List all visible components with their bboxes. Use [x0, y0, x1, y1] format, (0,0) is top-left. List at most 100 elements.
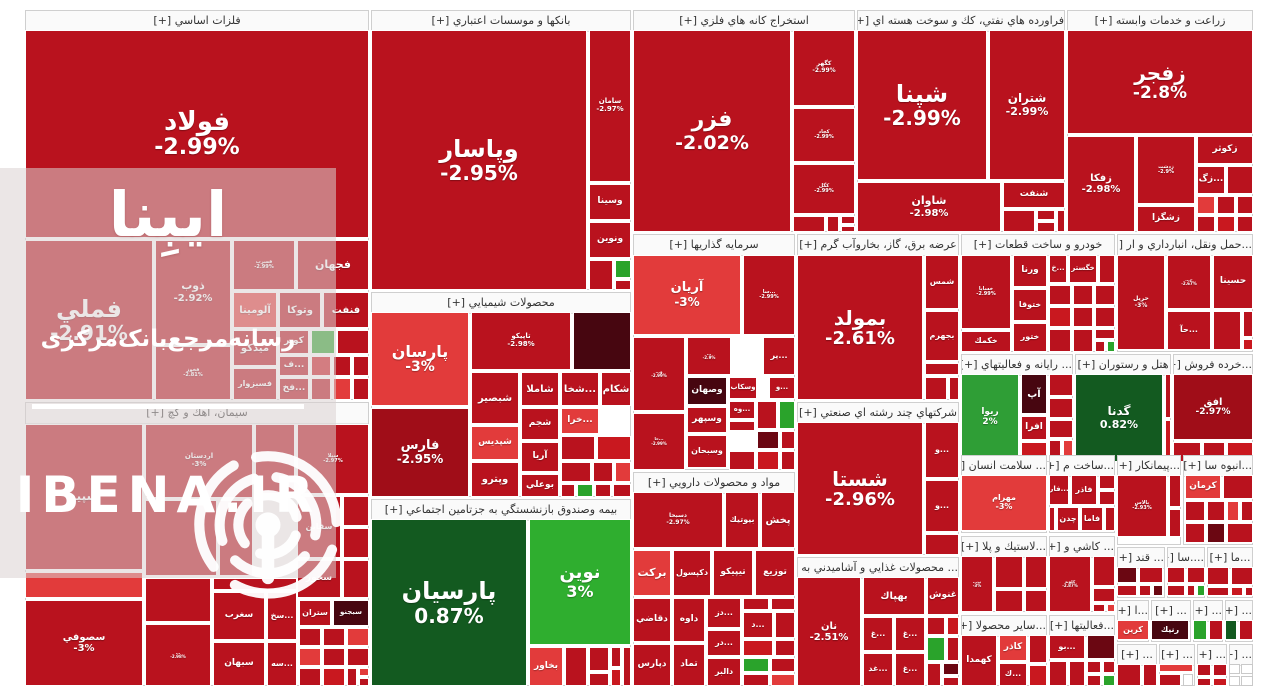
- sector-header[interactable]: فلزات اساسي [+]: [26, 11, 368, 32]
- stock-tile[interactable]: [925, 363, 959, 375]
- stock-tile[interactable]: خكمك: [961, 331, 1011, 352]
- stock-tile[interactable]: ...شخا: [561, 372, 599, 406]
- stock-tile[interactable]: سامان -2.97%: [589, 30, 631, 182]
- stock-tile[interactable]: ميدكو: [233, 330, 277, 366]
- stock-tile[interactable]: [995, 556, 1023, 588]
- stock-tile[interactable]: [1095, 329, 1115, 339]
- stock-tile[interactable]: فملي -2.91%: [25, 240, 153, 400]
- sector-header[interactable]: ...ا [+]: [1118, 601, 1148, 622]
- stock-tile[interactable]: [771, 674, 795, 686]
- sector-header[interactable]: ...پيمانكار [+]: [1118, 456, 1180, 477]
- stock-tile[interactable]: [343, 496, 369, 526]
- stock-tile[interactable]: ...غ: [895, 617, 925, 651]
- stock-tile[interactable]: [1209, 620, 1223, 640]
- stock-tile[interactable]: ...بو: [1049, 635, 1085, 659]
- stock-tile[interactable]: سخوز: [297, 560, 341, 598]
- stock-tile[interactable]: [615, 280, 631, 290]
- stock-tile[interactable]: [771, 598, 795, 610]
- sector-header[interactable]: ... [+]: [1118, 645, 1156, 666]
- stock-tile[interactable]: [1087, 675, 1101, 686]
- stock-tile[interactable]: [781, 431, 795, 449]
- stock-tile[interactable]: [1025, 556, 1047, 588]
- stock-tile[interactable]: [743, 598, 769, 610]
- stock-tile[interactable]: [323, 668, 345, 686]
- stock-tile[interactable]: [1049, 507, 1055, 531]
- stock-tile[interactable]: ...دز: [707, 598, 741, 628]
- stock-tile[interactable]: چدن: [1057, 507, 1079, 531]
- stock-tile[interactable]: ...خا -2.99%: [633, 413, 685, 470]
- stock-tile[interactable]: پارسيان 0.87%: [371, 519, 527, 686]
- sector-header[interactable]: ....سا [+]: [1168, 548, 1204, 569]
- stock-tile[interactable]: [1025, 590, 1047, 612]
- stock-tile[interactable]: [1073, 285, 1093, 305]
- stock-tile[interactable]: [311, 330, 335, 354]
- stock-tile[interactable]: [1049, 307, 1071, 327]
- stock-tile[interactable]: [1237, 196, 1253, 214]
- stock-tile[interactable]: بوعلي: [521, 474, 559, 497]
- sector-header[interactable]: ... كاشي و [+]: [1050, 537, 1114, 558]
- stock-tile[interactable]: [213, 578, 297, 590]
- stock-tile[interactable]: [1095, 307, 1115, 327]
- stock-tile[interactable]: فجهان: [297, 240, 369, 290]
- stock-tile[interactable]: [1167, 585, 1185, 596]
- sector-header[interactable]: استخراج كانه هاي فلزي [+]: [634, 11, 854, 32]
- stock-tile[interactable]: [1117, 585, 1137, 596]
- stock-tile[interactable]: [729, 421, 755, 431]
- stock-tile[interactable]: [1003, 210, 1035, 232]
- stock-tile[interactable]: [1231, 567, 1253, 585]
- stock-tile[interactable]: شستا -2.96%: [797, 422, 923, 555]
- stock-tile[interactable]: ...و: [925, 422, 959, 478]
- stock-tile[interactable]: ...د: [743, 612, 773, 638]
- stock-tile[interactable]: [1165, 374, 1171, 418]
- stock-tile[interactable]: [1239, 620, 1253, 640]
- stock-tile[interactable]: پارسان -3%: [371, 312, 469, 406]
- stock-tile[interactable]: ... -2.9%: [687, 337, 731, 375]
- stock-tile[interactable]: [589, 647, 609, 671]
- stock-tile[interactable]: كچاد -2.99%: [793, 108, 855, 162]
- stock-tile[interactable]: [1095, 341, 1105, 352]
- sector-header[interactable]: ... [+]: [1194, 601, 1222, 622]
- sector-header[interactable]: ...انبوه سا [+]: [1184, 456, 1252, 477]
- sector-header[interactable]: ...لاستيك و پلا [+]: [962, 537, 1046, 558]
- stock-tile[interactable]: [597, 436, 631, 460]
- stock-tile[interactable]: ...زگ: [1197, 166, 1225, 194]
- stock-tile[interactable]: ...ك: [999, 663, 1027, 686]
- stock-tile[interactable]: [615, 462, 631, 482]
- stock-tile[interactable]: شاملا: [521, 372, 559, 406]
- stock-tile[interactable]: [1153, 585, 1163, 596]
- stock-tile[interactable]: [1225, 620, 1237, 640]
- stock-tile[interactable]: فولاد -2.99%: [25, 30, 369, 238]
- sector-header[interactable]: ...ساخت م [+]: [1050, 456, 1114, 477]
- stock-tile[interactable]: فنفت: [323, 292, 369, 328]
- sector-header[interactable]: محصولات شيميايي [+]: [372, 293, 630, 314]
- stock-tile[interactable]: زفجر -2.8%: [1067, 30, 1253, 134]
- stock-tile[interactable]: [353, 378, 369, 400]
- sector-header[interactable]: زراعت و خدمات وابسته [+]: [1068, 11, 1252, 32]
- stock-tile[interactable]: ونوين: [589, 222, 631, 258]
- sector-header[interactable]: ...فعاليتها [+]: [1050, 616, 1114, 637]
- stock-tile[interactable]: [1243, 311, 1253, 337]
- stock-tile[interactable]: آريا: [521, 442, 559, 472]
- stock-tile[interactable]: [1049, 661, 1067, 686]
- stock-tile[interactable]: [323, 628, 345, 646]
- stock-tile[interactable]: [1139, 585, 1151, 596]
- sector-header[interactable]: بانكها و موسسات اعتباري [+]: [372, 11, 630, 32]
- stock-tile[interactable]: زشگزا: [1137, 206, 1195, 232]
- stock-tile[interactable]: [311, 356, 331, 376]
- stock-tile[interactable]: [1073, 329, 1093, 352]
- stock-tile[interactable]: ... -2.98%: [145, 624, 211, 686]
- stock-tile[interactable]: بجهرم: [925, 311, 959, 361]
- stock-tile[interactable]: [1049, 420, 1073, 438]
- stock-tile[interactable]: افق -2.97%: [1173, 374, 1253, 440]
- stock-tile[interactable]: [347, 628, 369, 646]
- stock-tile[interactable]: [1187, 585, 1195, 596]
- stock-tile[interactable]: زكوثر: [1197, 136, 1253, 164]
- stock-tile[interactable]: [611, 669, 621, 686]
- stock-tile[interactable]: [1245, 587, 1253, 596]
- stock-tile[interactable]: [757, 431, 779, 449]
- stock-tile[interactable]: [1117, 664, 1141, 686]
- stock-tile[interactable]: [1207, 523, 1225, 543]
- stock-tile[interactable]: [1099, 255, 1115, 283]
- stock-tile[interactable]: سبجنو: [333, 600, 369, 626]
- stock-tile[interactable]: سصوفي -3%: [25, 600, 143, 686]
